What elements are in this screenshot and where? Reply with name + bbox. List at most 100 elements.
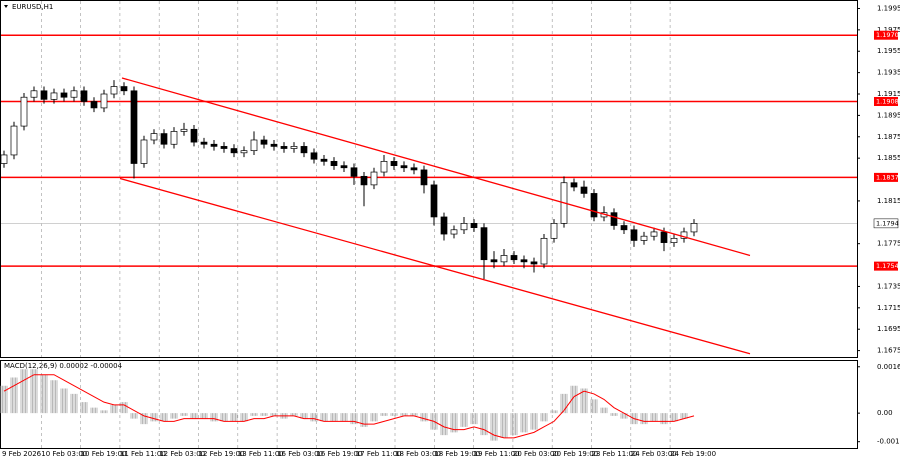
candle-body (90, 101, 98, 109)
current-price-label: 1.1794 (876, 219, 899, 227)
candle-body (640, 235, 648, 241)
x-tick-label: 19 Feb 11:00 (474, 450, 520, 458)
candle-body (40, 90, 48, 100)
candle-body (430, 184, 438, 218)
candle-body (690, 223, 698, 233)
x-tick-label: 9 Feb 2026 (2, 450, 42, 458)
macd-signal (3, 374, 695, 439)
level-label: 1.1837 (876, 173, 899, 181)
x-tick-label: 18 Feb 19:00 (434, 450, 480, 458)
candle-body (280, 146, 288, 149)
candle-body (650, 231, 658, 237)
candle-body (470, 223, 478, 228)
y-tick-label: 1.1855 (877, 154, 900, 162)
level-label: 1.1908 (876, 97, 899, 105)
candle-body (320, 158, 328, 162)
candle-body (350, 167, 358, 177)
x-tick-label: 24 Feb 19:00 (670, 450, 716, 458)
candle-body (510, 255, 518, 261)
candle-body (200, 141, 208, 145)
x-tick-label: 10 Feb 19:00 (81, 450, 127, 458)
candle-body (620, 225, 628, 231)
candle-body (230, 148, 238, 154)
candle-body (490, 259, 498, 263)
x-tick-label: 20 Feb 19:00 (552, 450, 598, 458)
candle-body (590, 193, 598, 218)
x-tick-label: 23 Feb 11:00 (592, 450, 638, 458)
candle-body (540, 237, 548, 265)
x-tick-label: 16 Feb 03:00 (277, 450, 323, 458)
macd-y-tick-label: 0.00169 (877, 363, 900, 371)
x-tick-label: 11 Feb 11:00 (120, 450, 166, 458)
level-label: 1.1970 (876, 31, 899, 39)
y-tick-label: 1.1895 (877, 111, 900, 119)
y-tick-label: 1.1675 (877, 347, 900, 355)
candle-body (140, 139, 148, 164)
candle-body (130, 90, 138, 164)
candle-body (180, 128, 188, 132)
candle-body (340, 165, 348, 169)
candle-body (150, 133, 158, 141)
y-tick-label: 1.1775 (877, 240, 900, 248)
candle-body (330, 161, 338, 166)
channel-line (119, 177, 751, 355)
y-tick-label: 1.1695 (877, 325, 900, 333)
candle-body (270, 143, 278, 147)
candle-body (550, 223, 558, 239)
candle-body (390, 161, 398, 166)
y-tick-label: 1.1815 (877, 197, 900, 205)
candle-body (630, 229, 638, 241)
candle-body (50, 92, 58, 100)
macd-y-tick-label: 0.00 (877, 409, 893, 417)
candle-body (60, 92, 68, 98)
macd-y-tick-label: -0.00104 (877, 438, 900, 446)
y-tick-label: 1.1975 (877, 26, 900, 34)
macd-title: MACD(12,26,9) 0.00002 -0.00004 (4, 362, 123, 370)
candle-body (70, 90, 78, 98)
candle-body (450, 229, 458, 235)
candle-body (290, 146, 298, 149)
candle-body (190, 128, 198, 143)
candle-body (30, 90, 38, 98)
y-tick-label: 1.1955 (877, 47, 900, 55)
y-tick-label: 1.1935 (877, 69, 900, 77)
current-price-box (873, 218, 899, 229)
candle-body (420, 169, 428, 186)
candle-body (660, 231, 668, 243)
price-panel (0, 0, 858, 358)
candle-body (360, 175, 368, 186)
candle-body (80, 90, 88, 102)
candle-body (220, 146, 228, 149)
level-label-box (874, 172, 898, 182)
candle-body (370, 171, 378, 186)
candle-body (680, 231, 688, 239)
candle-body (10, 125, 18, 156)
candle-body (210, 143, 218, 147)
macd-panel (0, 360, 858, 449)
candle-body (120, 86, 128, 92)
candle-body (310, 152, 318, 160)
y-tick-label: 1.1715 (877, 304, 900, 312)
y-tick-label: 1.1735 (877, 282, 900, 290)
level-label-box (874, 261, 898, 271)
title-arrow (4, 5, 8, 8)
candle-body (670, 237, 678, 243)
candle-body (380, 161, 388, 173)
x-tick-label: 12 Feb 19:00 (199, 450, 245, 458)
candle-body (580, 186, 588, 194)
level-label-box (874, 30, 898, 40)
candle-body (400, 165, 408, 169)
candle-body (570, 182, 578, 188)
chart-title: EURUSD,H1 (12, 3, 53, 11)
x-tick-label: 13 Feb 11:00 (238, 450, 284, 458)
candle-body (520, 259, 528, 263)
candle-body (20, 96, 28, 127)
candle-body (110, 86, 118, 95)
level-label-box (874, 96, 898, 106)
y-tick-label: 1.1995 (877, 4, 900, 12)
x-tick-label: 20 Feb 03:00 (513, 450, 559, 458)
candle-body (300, 146, 308, 154)
y-tick-label: 1.1915 (877, 90, 900, 98)
candle-body (260, 139, 268, 145)
